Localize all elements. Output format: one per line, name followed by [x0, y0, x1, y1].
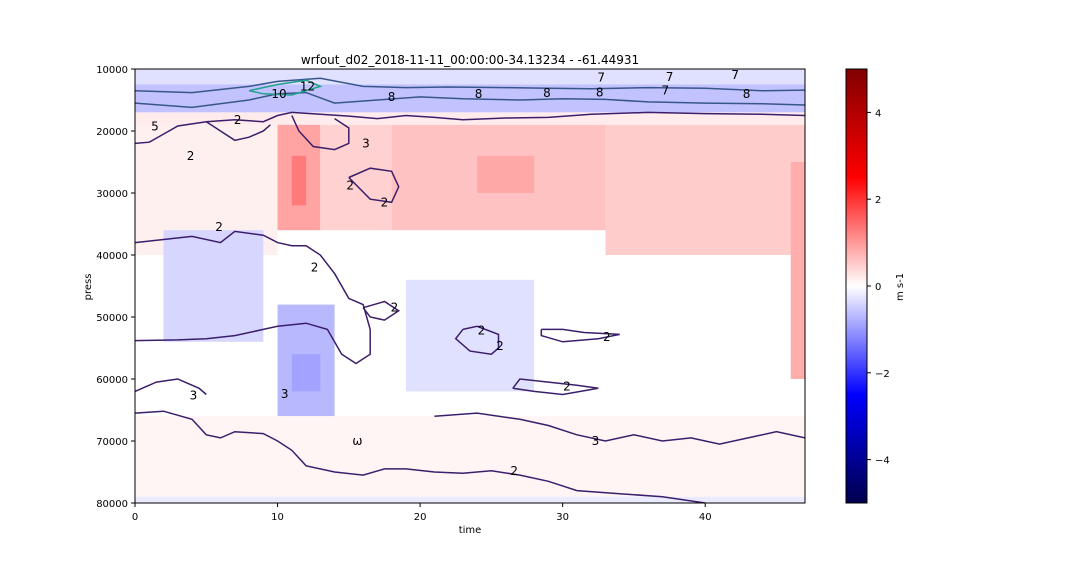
colorbar-tick-label: 0 [875, 282, 881, 293]
y-axis-label: press [83, 274, 94, 301]
y-tick-label: 80000 [96, 499, 128, 510]
contour-line [291, 115, 350, 151]
heatmap-cell [291, 155, 307, 206]
colorbar-tick-label: −2 [875, 369, 890, 380]
heatmap-cell [477, 155, 535, 193]
contour-line [135, 410, 706, 503]
contour-label: 2 [478, 324, 486, 338]
heatmap-cell [320, 124, 392, 231]
contour-label: 7 [731, 68, 739, 82]
y-tick-label: 70000 [96, 437, 128, 448]
contour-line [434, 412, 805, 445]
colorbar: 4 2 0 −2 −4 m s-1 [845, 68, 906, 504]
colorbar-label: m s-1 [895, 273, 906, 301]
contour-line [135, 378, 207, 396]
contour-line [362, 300, 401, 321]
y-tick-label: 50000 [96, 313, 128, 324]
contour-label: 8 [596, 86, 604, 100]
contour-label: 2 [346, 179, 354, 193]
contour-label: ω [352, 434, 362, 448]
contour-line [348, 167, 400, 204]
colorbar-tick-label: 2 [875, 195, 881, 206]
x-tick-label: 0 [132, 512, 138, 523]
contour-line [135, 77, 805, 94]
y-tick-label: 40000 [96, 251, 128, 262]
contour-label: 7 [661, 84, 669, 98]
contour-line [248, 79, 323, 96]
chart-title: wrfout_d02_2018-11-11_00:00:00-34.13234 … [301, 53, 639, 67]
heatmap-cell [135, 416, 805, 503]
x-tick-label: 10 [271, 512, 284, 523]
colorbar-tick-label: −4 [875, 456, 890, 467]
contour-label: 2 [187, 149, 195, 163]
contour-line [540, 328, 620, 343]
contour-label: 2 [391, 301, 399, 315]
contour-line [135, 91, 805, 109]
x-tick-label: 40 [699, 512, 712, 523]
plot-frame [134, 68, 806, 504]
contour-label: 2 [603, 330, 611, 344]
contour-label: 2 [381, 195, 389, 209]
contour-label: 2 [215, 220, 223, 234]
contour-label: 7 [666, 70, 674, 84]
contour-label: 3 [362, 136, 370, 150]
contour-line [512, 378, 599, 396]
contour-label: 2 [563, 379, 571, 393]
colorbar-gradient [845, 68, 868, 504]
contour-line [205, 121, 271, 142]
contour-label: 3 [592, 434, 600, 448]
colorbar-tick-label: 4 [875, 108, 881, 119]
y-tick-label: 60000 [96, 375, 128, 386]
heatmap-cell [135, 496, 805, 503]
y-tick-label: 10000 [96, 65, 128, 76]
heatmap-cell [291, 354, 321, 392]
contour-label: 10 [271, 87, 286, 101]
contour-label: 8 [475, 87, 483, 101]
colorbar-ticks: 4 2 0 −2 −4 [867, 108, 890, 467]
contour-label: 3 [190, 389, 198, 403]
contour-label: 8 [543, 86, 551, 100]
heatmap-cells [135, 69, 805, 503]
contour-label: 2 [496, 339, 504, 353]
x-tick-label: 20 [414, 512, 427, 523]
contour-label: 12 [300, 79, 315, 93]
y-axis: 10000 20000 30000 40000 50000 60000 70000 80000 [96, 65, 135, 510]
heatmap-cell [790, 162, 805, 379]
x-axis-label: time [459, 525, 482, 536]
heatmap-cell [605, 124, 805, 255]
contour-line [135, 230, 371, 365]
contour-label: 5 [151, 120, 159, 134]
contour-label: 3 [281, 387, 289, 401]
heatmap-cell [163, 230, 264, 342]
contour-label: 2 [510, 464, 518, 478]
contour-label: 2 [234, 113, 242, 127]
contour-lines [135, 77, 805, 503]
y-tick-label: 20000 [96, 127, 128, 138]
contour-label: 8 [388, 90, 396, 104]
contour-label: 2 [311, 260, 319, 274]
x-axis: 0 10 20 30 40 [132, 503, 712, 523]
contour-line [454, 325, 500, 355]
contour-label: 7 [597, 71, 605, 85]
y-tick-label: 30000 [96, 189, 128, 200]
contour-label: 8 [743, 87, 751, 101]
contour-line [135, 111, 805, 145]
heatmap-cell [135, 112, 805, 125]
heatmap-cell [135, 69, 805, 85]
heatmap-cell [405, 279, 535, 392]
x-tick-label: 30 [556, 512, 569, 523]
